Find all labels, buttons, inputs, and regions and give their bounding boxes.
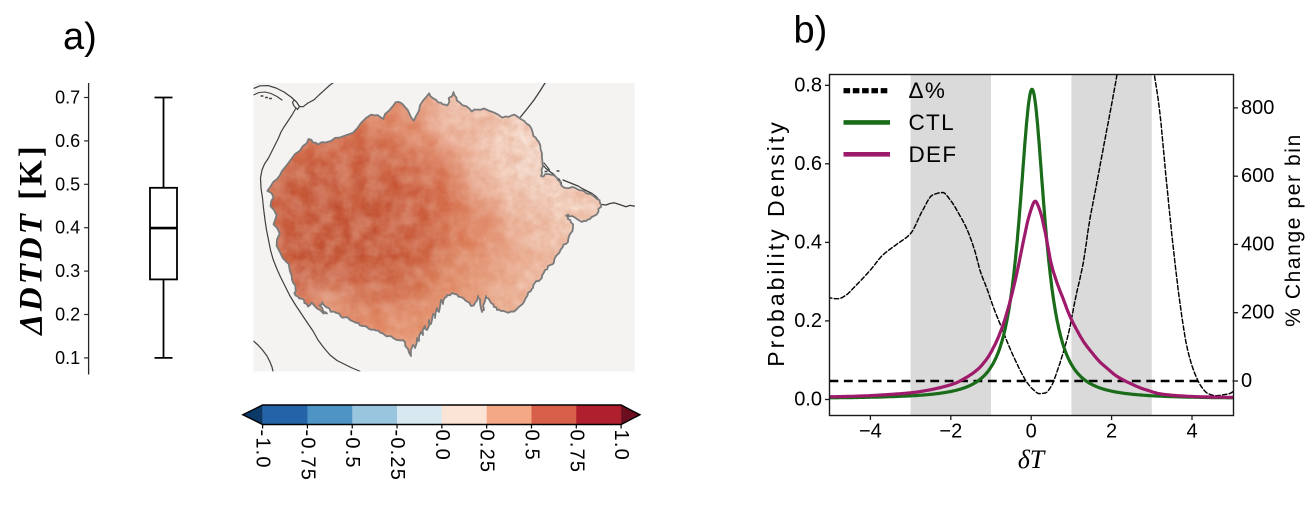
svg-text:DEF: DEF — [909, 142, 958, 167]
svg-text:200: 200 — [1241, 302, 1274, 324]
svg-text:b): b) — [794, 10, 828, 52]
svg-text:% Change per bin: % Change per bin — [1282, 133, 1305, 327]
svg-text:0.8: 0.8 — [794, 74, 822, 96]
svg-text:-0.75: -0.75 — [296, 430, 318, 482]
svg-text:0.4: 0.4 — [794, 231, 822, 253]
svg-text:−4: −4 — [859, 421, 882, 443]
svg-text:0: 0 — [1026, 421, 1037, 443]
svg-text:800: 800 — [1241, 97, 1274, 119]
svg-text:0.6: 0.6 — [55, 131, 80, 151]
svg-text:0.0: 0.0 — [794, 389, 822, 411]
svg-text:0.4: 0.4 — [55, 218, 80, 238]
svg-text:400: 400 — [1241, 233, 1274, 255]
svg-text:0.5: 0.5 — [55, 174, 80, 194]
svg-text:0.75: 0.75 — [565, 430, 587, 474]
svg-text:0.6: 0.6 — [794, 153, 822, 175]
svg-text:CTL: CTL — [909, 110, 955, 135]
svg-text:2: 2 — [1106, 421, 1117, 443]
svg-text:0.2: 0.2 — [55, 305, 80, 325]
svg-text:0.7: 0.7 — [55, 88, 80, 108]
svg-text:-1.0: -1.0 — [252, 430, 274, 469]
svg-text:4: 4 — [1186, 421, 1197, 443]
svg-text:0.0: 0.0 — [431, 430, 453, 461]
svg-text:-0.5: -0.5 — [341, 430, 363, 469]
svg-text:−2: −2 — [939, 421, 962, 443]
svg-text:0.5: 0.5 — [520, 430, 542, 461]
svg-text:ΔDTDT [K]: ΔDTDT [K] — [14, 143, 50, 337]
svg-text:0.25: 0.25 — [476, 430, 498, 474]
svg-text:0.1: 0.1 — [55, 348, 80, 368]
svg-text:0: 0 — [1241, 370, 1252, 392]
svg-text:Δ%: Δ% — [909, 78, 947, 103]
svg-text:-0.25: -0.25 — [386, 430, 408, 482]
svg-text:0.3: 0.3 — [55, 261, 80, 281]
svg-text:600: 600 — [1241, 165, 1274, 187]
svg-text:1.0: 1.0 — [610, 430, 632, 461]
svg-text:0.2: 0.2 — [794, 310, 822, 332]
svg-text:Probability Density: Probability Density — [763, 119, 789, 366]
svg-text:a): a) — [63, 16, 97, 58]
svg-text:δT: δT — [1018, 445, 1046, 474]
